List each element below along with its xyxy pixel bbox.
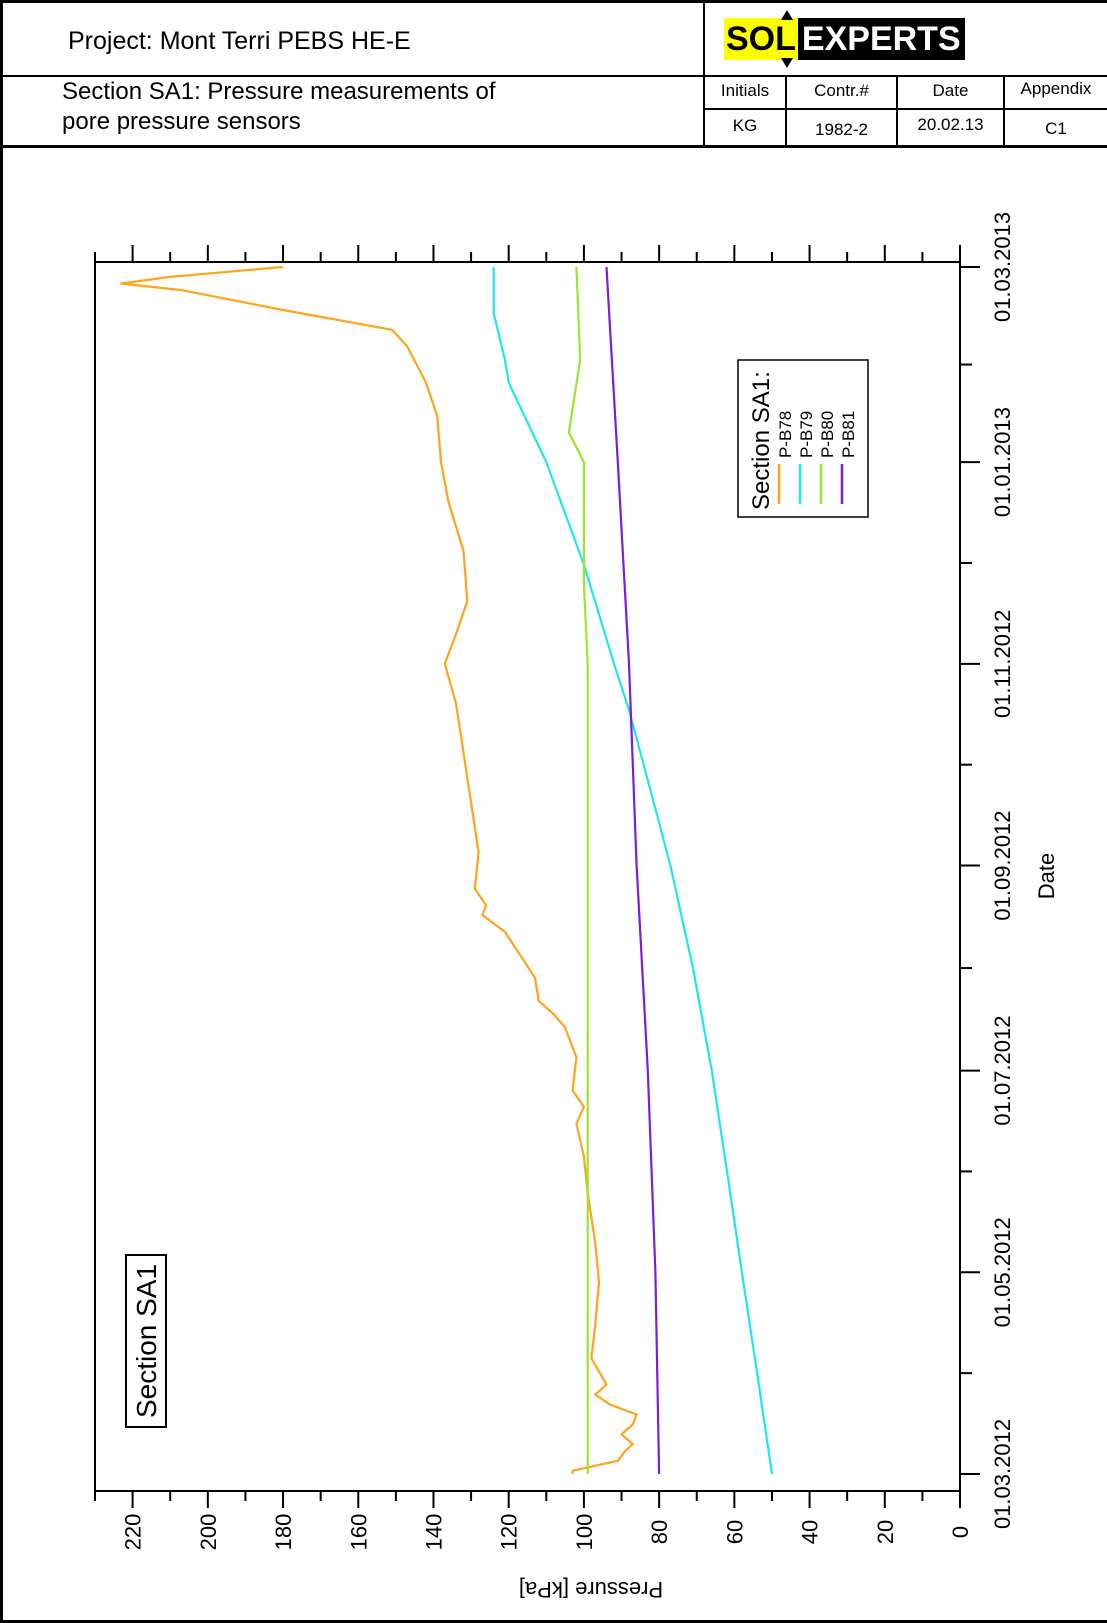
- series-line-p-b80: [567, 266, 589, 1474]
- series-line-p-b79: [492, 267, 774, 1475]
- frame-left: [0, 0, 3, 1623]
- chart-legend: Section SA1: P-B78 P-B79 P-B80 P-B81: [737, 359, 869, 518]
- header-bottom-rule: [0, 145, 1107, 148]
- y-tick-label: 0: [948, 1526, 973, 1538]
- series-line-p-b78: [120, 265, 638, 1474]
- y-tick-label: 220: [121, 1514, 146, 1551]
- col-date-label: Date: [932, 81, 969, 100]
- logo-sol-text: SOL: [724, 18, 798, 60]
- col-date-value: 20.02.13: [917, 115, 984, 134]
- logo-experts-text: EXPERTS: [797, 18, 965, 60]
- x-tick-label: 01.11.2012: [990, 610, 1015, 718]
- x-tick-label: 01.05.2012: [990, 1217, 1015, 1327]
- col-initials-label: Initials: [720, 81, 770, 100]
- y-tick-label: 40: [798, 1520, 823, 1544]
- legend-label: P-B79: [797, 411, 816, 458]
- x-tick-label: 01.07.2012: [990, 1016, 1015, 1126]
- info-table: Initials Contr.# Date Appendix KG 1982-2…: [705, 75, 1107, 145]
- frame-top: [0, 0, 1107, 3]
- col-appendix-value: C1: [1045, 119, 1067, 138]
- section-annotation-text: Section SA1: [131, 1264, 162, 1418]
- y-tick-label: 120: [497, 1514, 522, 1551]
- plot-area-frame: [94, 261, 961, 1492]
- x-axis-title: Date: [1034, 853, 1059, 899]
- col-contract-label: Contr.#: [814, 81, 869, 100]
- header-divider: [703, 0, 705, 147]
- y-tick-label: 80: [647, 1520, 672, 1544]
- col-initials-value: KG: [732, 116, 758, 135]
- section-title-line2: pore pressure sensors: [62, 108, 301, 135]
- col-appendix-label: Appendix: [1020, 79, 1092, 98]
- x-tick-label: 01.01.2013: [990, 407, 1015, 517]
- y-tick-label: 100: [572, 1514, 597, 1551]
- series-line-p-b81: [605, 266, 661, 1475]
- solexperts-logo: SOL EXPERTS: [724, 10, 965, 68]
- y-tick-label: 140: [421, 1514, 446, 1551]
- section-title-line1: Section SA1: Pressure measurements of: [62, 78, 496, 105]
- logo-mark-icon: [781, 10, 793, 68]
- project-title: Project: Mont Terri PEBS HE-E: [68, 27, 411, 55]
- section-annotation: Section SA1: [125, 1254, 167, 1428]
- x-tick-label: 01.03.2013: [990, 212, 1015, 322]
- header-middle-rule: [0, 75, 705, 77]
- y-tick-label: 160: [346, 1514, 371, 1551]
- y-tick-label: 180: [271, 1514, 296, 1551]
- frame-bottom: [0, 1620, 1107, 1623]
- y-tick-label: 200: [196, 1514, 221, 1551]
- legend-label: P-B78: [776, 411, 795, 458]
- x-tick-label: 01.09.2012: [990, 810, 1015, 920]
- legend-label: P-B81: [839, 411, 858, 458]
- col-contract-value: 1982-2: [815, 120, 868, 139]
- legend-title: Section SA1:: [748, 371, 775, 510]
- y-axis-title: Pressure [kPa]: [519, 1577, 663, 1602]
- y-tick-label: 20: [873, 1520, 898, 1544]
- x-tick-label: 01.03.2012: [990, 1419, 1015, 1529]
- y-tick-label: 60: [722, 1520, 747, 1544]
- legend-label: P-B80: [818, 411, 837, 458]
